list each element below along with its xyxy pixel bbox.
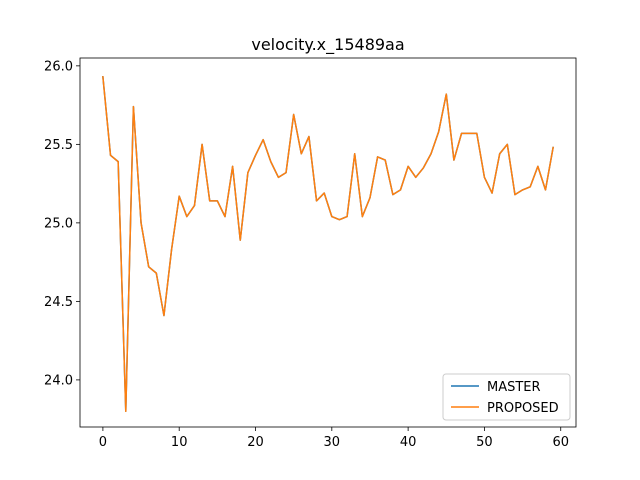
x-tick-label: 50 — [476, 435, 493, 450]
legend: MASTER PROPOSED — [442, 373, 571, 421]
x-axis: 0 10 20 30 40 50 60 — [99, 427, 569, 450]
legend-label-master: MASTER — [487, 380, 541, 395]
y-axis: 24.0 24.5 25.0 25.5 26.0 — [44, 59, 80, 388]
legend-label-proposed: PROPOSED — [487, 401, 559, 416]
y-tick-label: 25.5 — [44, 138, 73, 153]
x-tick-label: 40 — [400, 435, 417, 450]
x-tick-label: 30 — [324, 435, 341, 450]
x-tick-label: 0 — [99, 435, 107, 450]
series-layer — [102, 76, 554, 413]
y-tick-label: 24.5 — [44, 295, 73, 310]
x-tick-label: 10 — [171, 435, 188, 450]
chart-title: velocity.x_15489aa — [251, 35, 404, 55]
x-tick-label: 60 — [552, 435, 569, 450]
y-tick-label: 25.0 — [44, 216, 73, 231]
y-tick-label: 26.0 — [44, 59, 73, 74]
x-tick-label: 20 — [247, 435, 264, 450]
series-line-proposed — [102, 76, 554, 413]
plot-frame — [79, 57, 577, 428]
y-tick-label: 24.0 — [44, 373, 73, 388]
